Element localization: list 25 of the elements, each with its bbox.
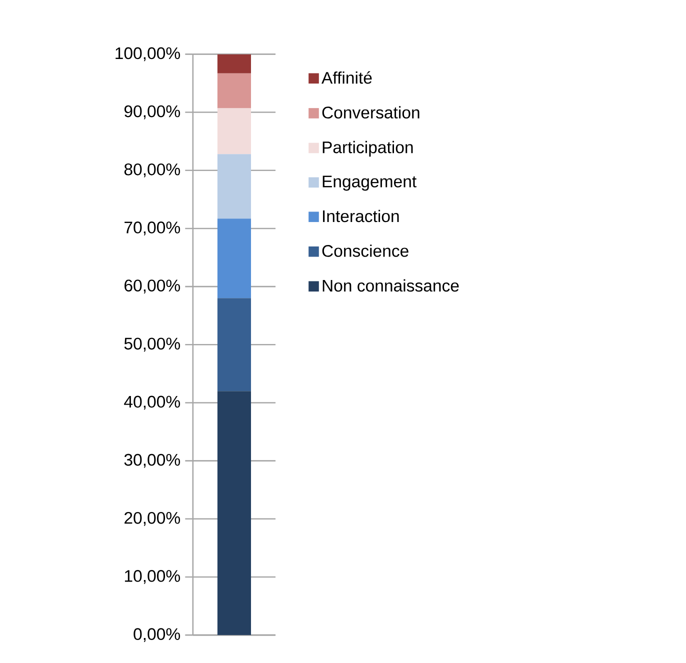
legend-label: Engagement	[322, 175, 416, 190]
y-tick-label: 20,00%	[124, 512, 180, 526]
y-tick-label: 50,00%	[124, 337, 180, 352]
bar	[217, 218, 251, 298]
legend-label: Affinité	[322, 71, 372, 84]
legend-label: Non connaissance	[322, 279, 459, 292]
y-tick-label: 0,00%	[134, 628, 180, 642]
bar	[217, 73, 251, 108]
y-tick-label: 10,00%	[124, 570, 180, 584]
y-tick-label: 60,00%	[124, 279, 180, 294]
bar	[217, 54, 251, 74]
legend-label: Participation	[322, 140, 413, 156]
y-tick-label: 70,00%	[124, 221, 180, 236]
legend-label: Conscience	[322, 244, 408, 257]
y-tick-label: 30,00%	[124, 454, 180, 468]
bar	[217, 298, 251, 391]
bar	[217, 154, 251, 218]
y-tick-label: 40,00%	[124, 396, 180, 410]
legend-label: Conversation	[322, 106, 420, 118]
bar	[217, 108, 251, 154]
legend-label: Interaction	[323, 210, 399, 222]
y-tick-label: 80,00%	[124, 163, 180, 178]
bar	[217, 390, 251, 635]
y-tick-label: 90,00%	[124, 105, 180, 119]
y-tick-label: 100,00%	[116, 47, 180, 61]
